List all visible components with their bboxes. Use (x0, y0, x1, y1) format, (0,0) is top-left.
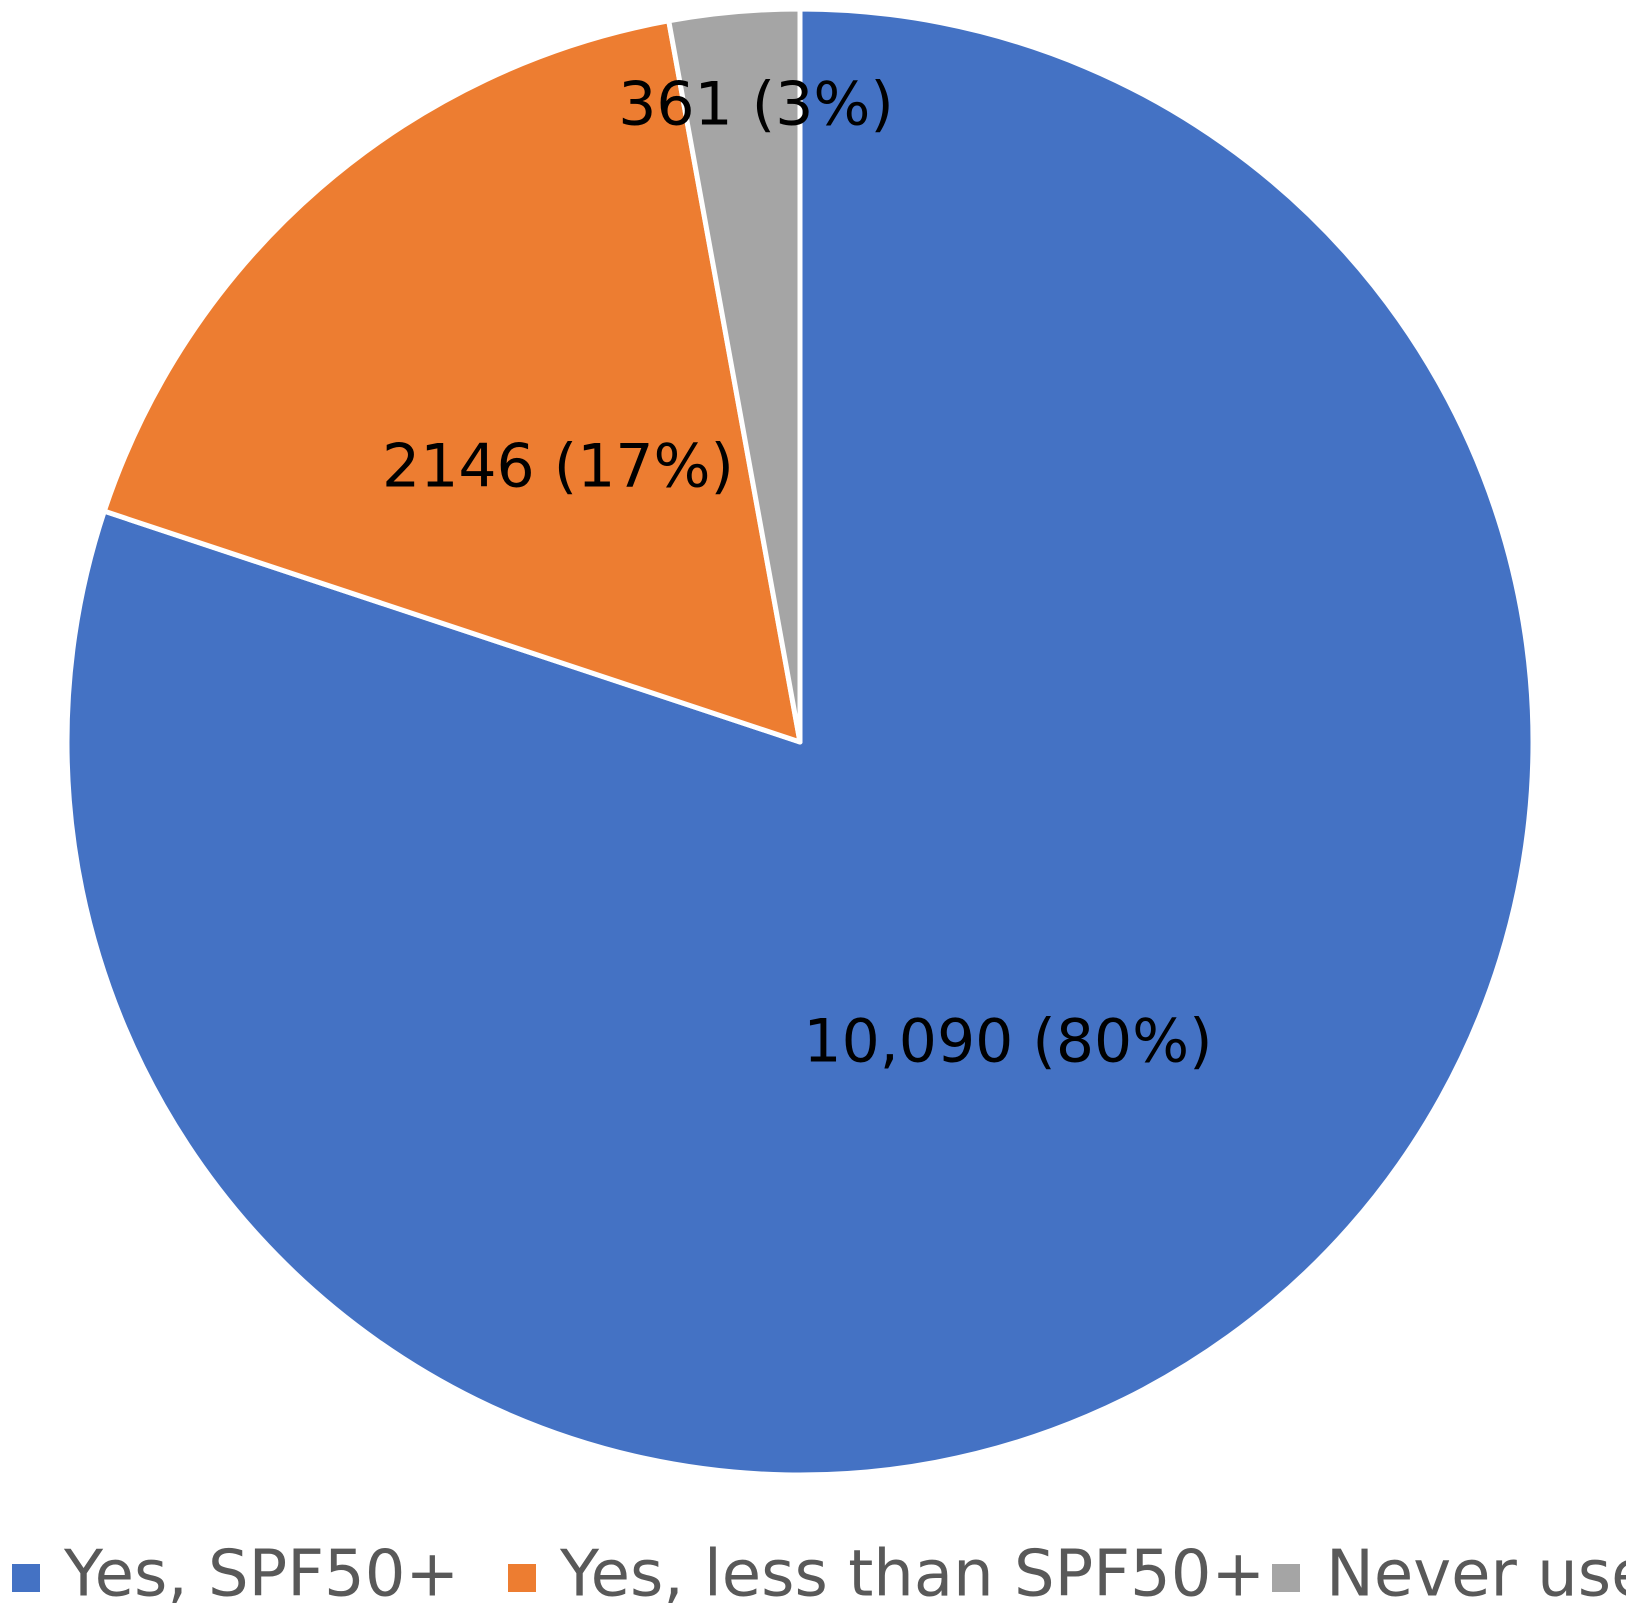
pie-slices (64, 6, 1536, 1478)
legend-swatch-1 (12, 1564, 40, 1592)
legend-label-1: Yes, SPF50+ (63, 1538, 459, 1612)
pie-slice-2 (101, 18, 803, 745)
slice-data-labels: 10,090 (80%) 2146 (17%) 361 (3%) (382, 70, 1213, 1077)
slice-data-label-2: 2146 (17%) (382, 432, 734, 502)
legend-label-3: Never use (1326, 1538, 1626, 1612)
pie-slice-3 (666, 6, 803, 745)
slice-data-label-1: 10,090 (80%) (803, 1007, 1212, 1077)
chart-legend: Yes, SPF50+ Yes, less than SPF50+ Never us… (12, 1538, 1626, 1612)
legend-swatch-3 (1272, 1564, 1300, 1592)
legend-label-2: Yes, less than SPF50+ (559, 1538, 1265, 1612)
legend-swatch-2 (508, 1564, 536, 1592)
slice-data-label-3: 361 (3%) (618, 70, 894, 140)
